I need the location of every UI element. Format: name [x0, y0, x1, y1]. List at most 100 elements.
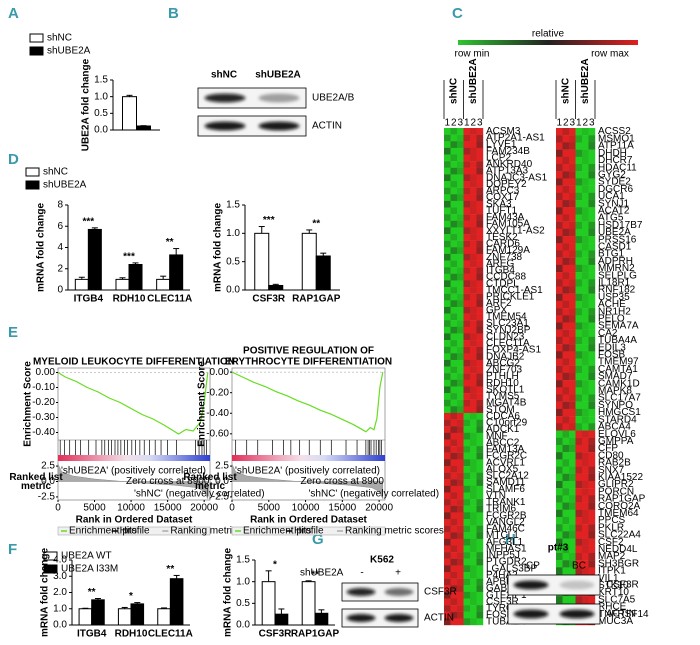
heatmap-cell [476, 333, 484, 341]
heatmap-cell [569, 459, 576, 467]
heatmap-cell [575, 473, 583, 482]
heatmap-cell [450, 287, 458, 294]
heatmap-cell [457, 220, 464, 228]
heatmap-cell [457, 174, 464, 182]
heatmap-cell [450, 253, 458, 261]
heatmap-cell [562, 531, 570, 539]
heatmap-cell [463, 174, 471, 182]
heatmap-cell [588, 567, 596, 575]
gene-label: CAMK1D [598, 378, 640, 389]
y-tick-label: 0.0 [53, 620, 67, 631]
heatmap-cell [463, 194, 471, 202]
heatmap-cell [582, 142, 589, 150]
heatmap-cell [470, 432, 477, 440]
y-tick-label: -0.10 [32, 382, 55, 393]
heatmap-cell [556, 488, 563, 496]
blot-band [346, 614, 376, 622]
heatmap-cell [444, 439, 451, 447]
heatmap-cell [575, 228, 583, 237]
heatmap-cell [457, 605, 464, 612]
gene-label: CA2 [598, 328, 618, 339]
heatmap-cell [450, 532, 458, 540]
heatmap-cell [444, 359, 451, 367]
lane-label: - [360, 568, 363, 579]
heatmap-cell [569, 516, 576, 525]
gene-label: FOSB [598, 350, 626, 361]
band-label: UBE2A/B [312, 93, 355, 104]
gene-label: ADPRH [598, 256, 633, 267]
gene-label: MNF [486, 431, 508, 442]
enrichment-profile [231, 371, 384, 433]
heatmap-cell [470, 485, 477, 493]
gene-label: TMEM97 [598, 357, 639, 368]
heatmap-cell [457, 234, 464, 241]
heatmap-cell [556, 466, 563, 474]
heatmap-cell [562, 509, 570, 518]
gene-label: GABBR2 [486, 583, 527, 594]
heatmap-cell [562, 408, 570, 417]
gene-label: TUBA1A [486, 616, 525, 627]
gene-label: BTG1 [598, 249, 625, 260]
heatmap-cell [476, 247, 484, 255]
gene-label: FCGR2C [486, 451, 527, 462]
heatmap-cell [450, 399, 458, 407]
blot-frame [507, 574, 601, 596]
heatmap-cell [588, 243, 596, 251]
heatmap-cell [556, 365, 563, 374]
legend-label: shNC [43, 167, 68, 178]
heatmap-cell [569, 300, 576, 309]
gene-label: AREG [486, 258, 515, 269]
gene-label: MAPK8 [598, 386, 632, 397]
heatmap-cell [450, 247, 458, 255]
heatmap-cell [457, 406, 464, 414]
heatmap-cell [575, 380, 583, 388]
heatmap-cell [450, 134, 458, 142]
heatmap-cell [463, 426, 471, 434]
gene-label: FAM234B [486, 146, 530, 157]
metric-label: Ranked list [183, 472, 237, 483]
heatmap-cell [582, 272, 589, 280]
replicate-label: 3 [589, 118, 595, 129]
gene-label: CDCA6 [486, 411, 520, 422]
gene-label: ATG5 [598, 213, 624, 224]
replicate-label: 2 [451, 118, 457, 129]
gene-label: ANKRD40 [486, 159, 533, 170]
significance: ** [166, 237, 174, 248]
heatmap-cell [470, 253, 477, 261]
heatmap-cell [457, 472, 464, 480]
heatmap-cell [457, 187, 464, 195]
heatmap-cell [444, 452, 451, 460]
gene-label: ITPK1 [598, 566, 626, 577]
heatmap-cell [470, 439, 477, 447]
y-tick-label: 0.0 [226, 285, 240, 296]
scale-min: row min [454, 49, 489, 60]
heatmap-cell [575, 272, 583, 280]
heatmap-cell [450, 128, 458, 135]
heatmap-cell [582, 322, 589, 330]
gene-label: STK10 [598, 580, 629, 591]
gene-label: GTF2IP1 [486, 590, 527, 601]
heatmap-cell [463, 565, 471, 573]
heatmap-cell [444, 432, 451, 440]
heatmap-cell [588, 308, 596, 316]
heatmap-cell [476, 147, 484, 155]
gene-label: SLC22A4 [598, 530, 641, 541]
heatmap-cell [450, 426, 458, 434]
heatmap-cell [575, 344, 583, 352]
heatmap-cell [444, 333, 451, 341]
heatmap-cell [562, 524, 570, 532]
heatmap-cell [476, 446, 484, 453]
heatmap-cell [444, 174, 451, 182]
heatmap-cell [457, 538, 464, 546]
heatmap-cell [476, 585, 484, 593]
panel-letter: C [452, 5, 463, 22]
heatmap-cell [562, 185, 570, 194]
heatmap-cell [476, 432, 484, 440]
heatmap-cell [556, 214, 563, 222]
metric-note: 'shNC' (negatively correlated) [309, 489, 440, 500]
heatmap-cell [476, 545, 484, 553]
heatmap-cell [476, 207, 484, 215]
heatmap-cell [470, 167, 477, 175]
heatmap-cell [569, 135, 576, 143]
heatmap-cell [588, 236, 596, 244]
